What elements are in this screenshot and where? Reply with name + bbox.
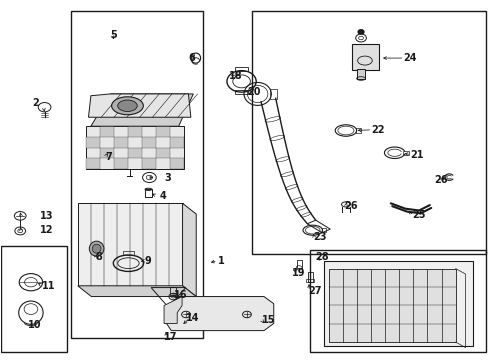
Bar bbox=[251, 12, 485, 253]
Text: 5: 5 bbox=[110, 30, 117, 40]
Bar bbox=[324, 261, 472, 346]
Text: 26: 26 bbox=[434, 175, 447, 185]
Text: 1: 1 bbox=[217, 256, 224, 266]
Text: 13: 13 bbox=[40, 211, 53, 221]
Bar bbox=[155, 126, 169, 137]
Bar bbox=[351, 44, 378, 69]
Polygon shape bbox=[88, 94, 190, 117]
Circle shape bbox=[357, 30, 363, 34]
Bar bbox=[170, 287, 176, 295]
Bar bbox=[328, 269, 455, 342]
Bar bbox=[306, 279, 314, 282]
Bar bbox=[114, 158, 127, 169]
Text: 28: 28 bbox=[315, 252, 328, 262]
Bar bbox=[296, 260, 301, 268]
Bar bbox=[78, 203, 182, 286]
Text: 23: 23 bbox=[312, 232, 325, 242]
Polygon shape bbox=[166, 297, 273, 330]
Text: 25: 25 bbox=[412, 210, 426, 220]
Bar bbox=[100, 148, 114, 158]
Text: 20: 20 bbox=[246, 87, 260, 97]
Bar bbox=[142, 158, 155, 169]
Bar bbox=[234, 67, 248, 71]
Bar bbox=[71, 12, 203, 338]
Bar bbox=[234, 90, 248, 94]
Text: 6: 6 bbox=[188, 53, 195, 63]
Ellipse shape bbox=[118, 100, 137, 112]
Text: 3: 3 bbox=[163, 173, 170, 183]
Text: 7: 7 bbox=[105, 152, 112, 162]
Text: 27: 27 bbox=[307, 286, 321, 296]
Bar bbox=[403, 150, 408, 155]
Text: 10: 10 bbox=[27, 320, 41, 330]
Bar bbox=[127, 148, 142, 158]
Text: 11: 11 bbox=[42, 281, 56, 291]
Bar bbox=[0, 246, 66, 352]
Ellipse shape bbox=[92, 244, 101, 253]
Bar bbox=[321, 228, 326, 232]
Bar bbox=[142, 137, 155, 148]
Bar bbox=[169, 137, 183, 148]
Text: 26: 26 bbox=[344, 201, 357, 211]
Bar bbox=[269, 89, 276, 99]
Ellipse shape bbox=[89, 241, 104, 256]
Text: 24: 24 bbox=[402, 53, 416, 63]
Text: 18: 18 bbox=[228, 71, 242, 81]
Text: 17: 17 bbox=[163, 332, 177, 342]
Text: 12: 12 bbox=[40, 225, 53, 235]
Bar bbox=[310, 250, 485, 352]
Polygon shape bbox=[163, 297, 182, 323]
Bar bbox=[169, 158, 183, 169]
Bar bbox=[86, 137, 100, 148]
Bar bbox=[100, 126, 114, 137]
Text: 4: 4 bbox=[159, 191, 165, 201]
Text: 21: 21 bbox=[409, 150, 423, 160]
Text: 9: 9 bbox=[144, 256, 151, 266]
Text: 2: 2 bbox=[32, 98, 39, 108]
Text: 15: 15 bbox=[261, 315, 275, 325]
Polygon shape bbox=[78, 286, 196, 297]
Bar bbox=[155, 148, 169, 158]
Text: 8: 8 bbox=[96, 252, 102, 262]
Bar bbox=[307, 272, 312, 282]
Polygon shape bbox=[91, 94, 193, 126]
Bar bbox=[114, 137, 127, 148]
Bar bbox=[86, 126, 183, 169]
Text: 22: 22 bbox=[370, 125, 384, 135]
Bar bbox=[145, 189, 152, 197]
Bar bbox=[355, 128, 360, 133]
Text: 16: 16 bbox=[173, 290, 187, 300]
Text: 14: 14 bbox=[185, 313, 199, 323]
Text: 19: 19 bbox=[292, 268, 305, 278]
Polygon shape bbox=[182, 203, 196, 297]
Ellipse shape bbox=[111, 97, 143, 115]
Bar bbox=[122, 251, 134, 255]
Bar bbox=[127, 126, 142, 137]
Bar bbox=[356, 69, 365, 78]
Bar bbox=[86, 158, 100, 169]
